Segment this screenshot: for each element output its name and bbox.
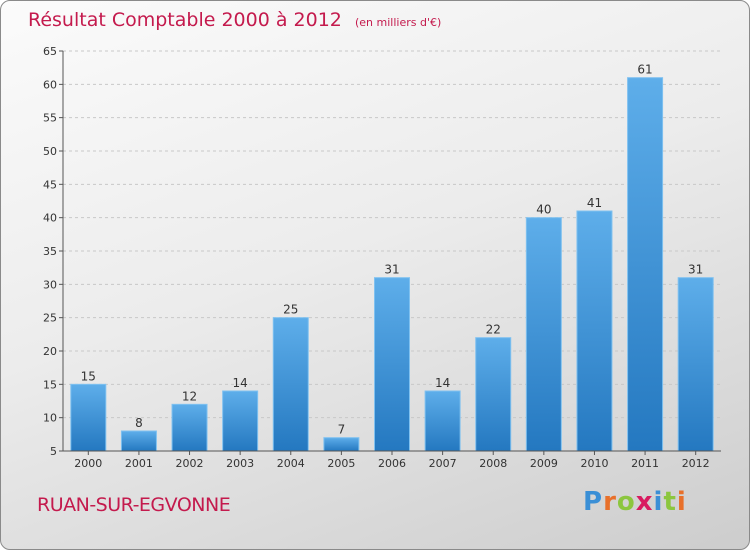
data-label: 8 [135, 416, 143, 430]
chart-title-text: Résultat Comptable 2000 à 2012 [28, 9, 342, 31]
y-tick-label: 5 [50, 445, 57, 458]
y-tick-label: 25 [43, 312, 57, 325]
chart-unit-text: (en milliers d'€) [354, 16, 442, 29]
y-tick-label: 60 [43, 78, 57, 91]
x-tick-label: 2001 [125, 457, 153, 470]
x-tick-label: 2006 [378, 457, 406, 470]
logo-letter: r [603, 487, 617, 517]
y-tick-label: 15 [43, 378, 57, 391]
bar [323, 437, 360, 452]
logo-letter: o [616, 487, 636, 517]
x-tick-label: 2005 [327, 457, 355, 470]
x-tick-label: 2011 [631, 457, 659, 470]
logo-letter: x [635, 487, 654, 517]
logo-letter: i [676, 487, 687, 517]
x-tick-label: 2009 [530, 457, 558, 470]
data-label: 31 [688, 263, 703, 277]
data-label: 14 [233, 376, 248, 390]
data-label: 7 [338, 423, 346, 437]
data-label: 15 [81, 369, 96, 383]
data-label: 31 [384, 263, 399, 277]
y-tick-label: 35 [43, 245, 57, 258]
y-tick-label: 45 [43, 178, 57, 191]
bar [475, 337, 512, 452]
x-tick-label: 2002 [176, 457, 204, 470]
logo-letter: i [653, 487, 664, 517]
y-tick-label: 20 [43, 345, 57, 358]
y-tick-label: 40 [43, 212, 57, 225]
x-tick-label: 2010 [580, 457, 608, 470]
y-tick-label: 55 [43, 112, 57, 125]
chart-title: Résultat Comptable 2000 à 2012 (en milli… [28, 9, 441, 31]
logo-letter: t [663, 487, 677, 517]
data-label: 40 [536, 203, 551, 217]
bar [576, 210, 613, 452]
bar [171, 403, 208, 452]
bar [424, 390, 461, 452]
data-label: 61 [637, 63, 652, 77]
y-tick-label: 30 [43, 278, 57, 291]
bar [374, 277, 410, 452]
data-label: 14 [435, 376, 450, 390]
x-tick-label: 2004 [277, 457, 305, 470]
bar [525, 217, 562, 452]
bar [70, 383, 107, 452]
x-tick-label: 2008 [479, 457, 507, 470]
proxiti-logo[interactable]: Proxiti [583, 487, 687, 517]
bar [120, 430, 157, 452]
bar [677, 277, 714, 452]
y-tick-label: 50 [43, 145, 57, 158]
bar [627, 77, 664, 452]
data-label: 12 [182, 389, 197, 403]
data-label: 41 [587, 196, 602, 210]
y-tick-label: 65 [43, 45, 57, 58]
data-label: 22 [486, 323, 501, 337]
x-tick-label: 2003 [226, 457, 254, 470]
bar [222, 390, 259, 452]
x-tick-label: 2000 [74, 457, 102, 470]
data-label: 25 [283, 303, 298, 317]
x-tick-label: 2007 [429, 457, 457, 470]
commune-name: RUAN-SUR-EGVONNE [37, 494, 231, 516]
x-tick-label: 2012 [682, 457, 710, 470]
y-tick-label: 10 [43, 412, 57, 425]
logo-letter: P [583, 487, 604, 517]
bar [272, 317, 309, 452]
